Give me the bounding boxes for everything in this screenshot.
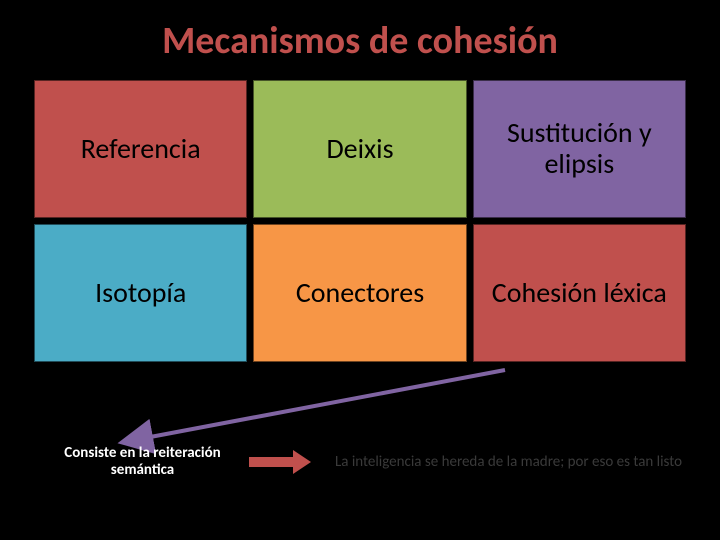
arrow-right-icon: [249, 450, 311, 474]
footer-note-right: La inteligencia se hereda de la madre; p…: [315, 453, 694, 471]
cell-deixis: Deixis: [253, 80, 466, 218]
mechanism-grid: Referencia Deixis Sustitución y elipsis …: [0, 80, 720, 362]
footer-arrow: [245, 450, 315, 474]
footer-note-left: Consiste en la reiteración semántica: [40, 445, 245, 480]
cell-isotopia: Isotopía: [34, 224, 247, 362]
cell-conectores: Conectores: [253, 224, 466, 362]
diagonal-arrow-line: [145, 370, 505, 438]
page-title: Mecanismos de cohesión: [0, 0, 720, 80]
cell-sustitucion: Sustitución y elipsis: [473, 80, 686, 218]
cell-referencia: Referencia: [34, 80, 247, 218]
footer: Consiste en la reiteración semántica La …: [0, 445, 720, 480]
cell-cohesion-lexica: Cohesión léxica: [473, 224, 686, 362]
